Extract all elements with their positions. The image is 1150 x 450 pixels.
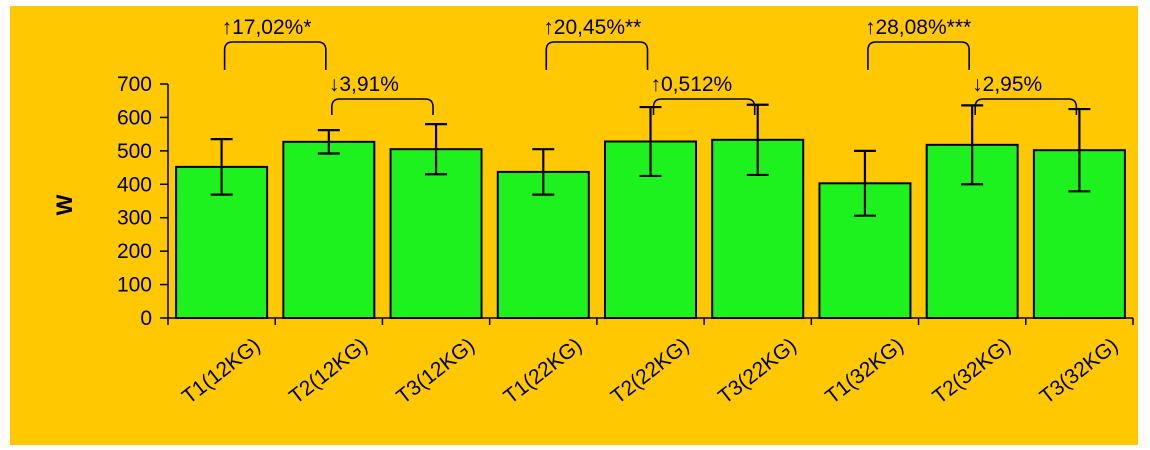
y-tick-label: 200 [117,240,152,263]
significance-bracket [331,98,434,115]
significance-bracket [223,41,327,70]
significance-label: ↓2,95% [972,73,1042,96]
error-bars [210,103,1091,217]
significance-label: ↑17,02%* [222,16,312,39]
y-axis: W [52,84,169,318]
significance-bracket [974,98,1078,115]
y-tick-label: 700 [117,73,152,96]
y-tick-label: 400 [117,173,152,196]
bar-t1-22kg [496,170,590,319]
bar-t2-12kg [282,140,376,319]
y-tick-label: 500 [117,140,152,163]
significance-label: ↓3,91% [329,73,399,96]
significance-label: ↑0,512% [651,73,733,96]
significance-bracket [867,41,970,70]
y-tick-label: 0 [140,307,152,330]
significance-bracket [652,98,756,115]
y-axis-label: W [52,194,77,215]
y-tick-label: 600 [117,106,152,129]
annotations: ↑17,02%* ↓3,91% ↑20,45%** ↑0,512% ↑28,08%***… [222,16,1078,115]
y-tick-label: 300 [117,207,152,230]
significance-label: ↑28,08%*** [865,16,971,39]
significance-bracket [545,41,649,70]
y-tick-label: 100 [117,274,152,297]
significance-label: ↑20,45%** [543,16,641,39]
bar-t3-12kg [389,148,483,319]
y-ticks: 0 100 200 300 400 500 600 700 [117,73,168,330]
